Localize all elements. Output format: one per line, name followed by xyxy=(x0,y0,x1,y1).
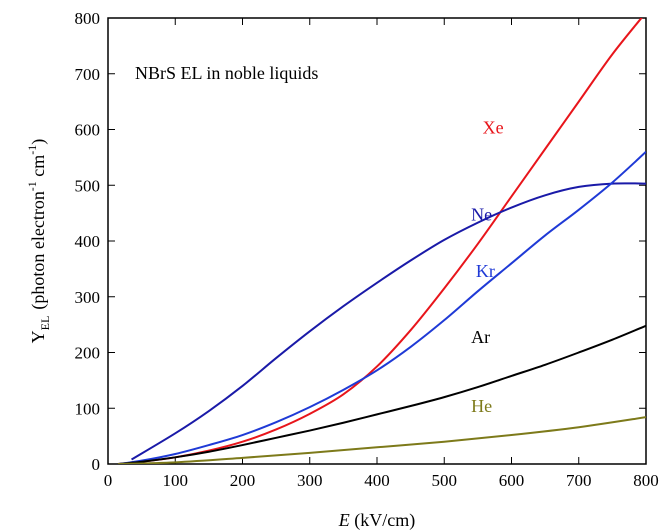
x-axis-label: E (kV/cm) xyxy=(338,510,415,531)
axis-ticks: 0 100 200 300 400 500 600 700 800 0 100 200 300 400 50… xyxy=(75,9,659,490)
series-label-ar: Ar xyxy=(471,327,490,347)
x-tick-label: 300 xyxy=(297,471,323,490)
y-tick-label: 100 xyxy=(75,399,101,418)
x-tick-label: 800 xyxy=(633,471,659,490)
plot-frame xyxy=(107,17,647,465)
x-tick-label: 100 xyxy=(163,471,189,490)
series-group xyxy=(117,18,646,464)
x-axis-label-var: E xyxy=(338,510,350,530)
chart-title: NBrS EL in noble liquids xyxy=(135,63,318,83)
x-tick-label: 700 xyxy=(566,471,592,490)
y-tick-label: 600 xyxy=(75,121,101,140)
y-axis-label-mid: cm xyxy=(28,155,48,182)
y-tick-label: 500 xyxy=(75,176,101,195)
series-line-ar xyxy=(117,324,646,464)
series-labels: Xe Ne Kr Ar He xyxy=(471,117,503,416)
series-label-xe: Xe xyxy=(483,117,504,137)
series-line-he xyxy=(118,416,646,464)
y-axis-label-sub: EL xyxy=(38,316,52,331)
y-tick-label: 200 xyxy=(75,344,101,363)
y-axis-label-base: Y xyxy=(28,330,48,343)
y-axis-label: YEL(photon electron-1 cm-1) xyxy=(25,139,52,344)
y-tick-label: 400 xyxy=(75,232,101,251)
y-tick-label: 300 xyxy=(75,288,101,307)
series-label-kr: Kr xyxy=(476,261,495,281)
series-label-ne: Ne xyxy=(471,204,492,224)
y-axis-label-sup2: -1 xyxy=(25,145,39,155)
series-line-ne xyxy=(131,182,646,461)
x-tick-label: 500 xyxy=(432,471,458,490)
y-tick-label: 700 xyxy=(75,65,101,84)
y-tick-label: 800 xyxy=(75,9,101,28)
x-tick-label: 200 xyxy=(230,471,256,490)
x-tick-label: 0 xyxy=(104,471,113,490)
x-tick-label: 600 xyxy=(499,471,525,490)
y-axis-label-main: (photon electron xyxy=(28,191,49,309)
y-axis-label-close: ) xyxy=(28,139,49,145)
y-tick-label: 0 xyxy=(92,455,101,474)
y-axis-label-sup1: -1 xyxy=(25,181,39,191)
x-axis-label-unit: (kV/cm) xyxy=(350,510,415,531)
x-tick-label: 400 xyxy=(364,471,390,490)
series-line-kr xyxy=(117,151,646,464)
series-label-he: He xyxy=(471,396,492,416)
svg-text:YEL(photon electron-1 cm-1): YEL(photon electron-1 cm-1) xyxy=(25,139,52,344)
